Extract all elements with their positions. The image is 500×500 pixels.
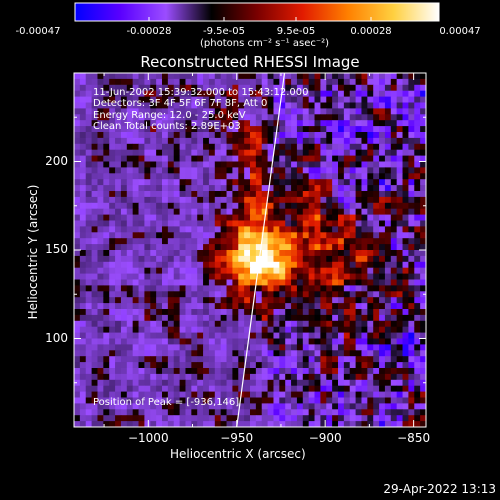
solar-limb-line — [236, 73, 286, 427]
colorbar-tick-label: -9.5e-05 — [203, 26, 245, 37]
colorbar-tick-label: 9.5e-05 — [276, 26, 316, 37]
x-axis-label: Heliocentric X (arcsec) — [170, 447, 306, 461]
peak-position-label: Position of Peak = [-936,146] — [93, 397, 240, 408]
info-detectors: Detectors: 3F 4F 5F 6F 7F 8F, Att 0 — [93, 98, 268, 109]
chart-title: Reconstructed RHESSI Image — [140, 53, 360, 71]
y-tick-label: 200 — [45, 153, 68, 168]
x-tick-label: −900 — [308, 431, 342, 445]
info-energy-range: Energy Range: 12.0 - 25.0 keV — [93, 110, 246, 121]
y-tick-label: 100 — [45, 330, 68, 345]
info-clean-counts: Clean Total counts: 2.89E+03 — [93, 121, 241, 132]
colorbar-unit-label: (photons cm⁻² s⁻¹ asec⁻²) — [200, 38, 330, 49]
colorbar-tick-label: -0.00047 — [15, 26, 61, 37]
colorbar-tick-marks — [148, 17, 440, 21]
colorbar-tick-label: 0.00028 — [350, 26, 392, 37]
colorbar-tick-label: 0.00047 — [439, 26, 481, 37]
info-time-range: 11-Jun-2002 15:39:32.000 to 15:43:12.000 — [93, 87, 309, 98]
colorbar-tick-label: -0.00028 — [126, 26, 172, 37]
colorbar — [74, 2, 440, 22]
y-axis-label: Heliocentric Y (arcsec) — [26, 184, 40, 320]
y-tick-label: 150 — [45, 242, 68, 256]
heatmap-cells — [74, 73, 426, 427]
render-timestamp: 29-Apr-2022 13:13 — [383, 482, 496, 496]
x-tick-label: −850 — [397, 431, 431, 445]
x-tick-label: −950 — [220, 431, 254, 445]
x-tick-label: −1000 — [127, 431, 169, 445]
axis-ticks — [74, 73, 426, 427]
